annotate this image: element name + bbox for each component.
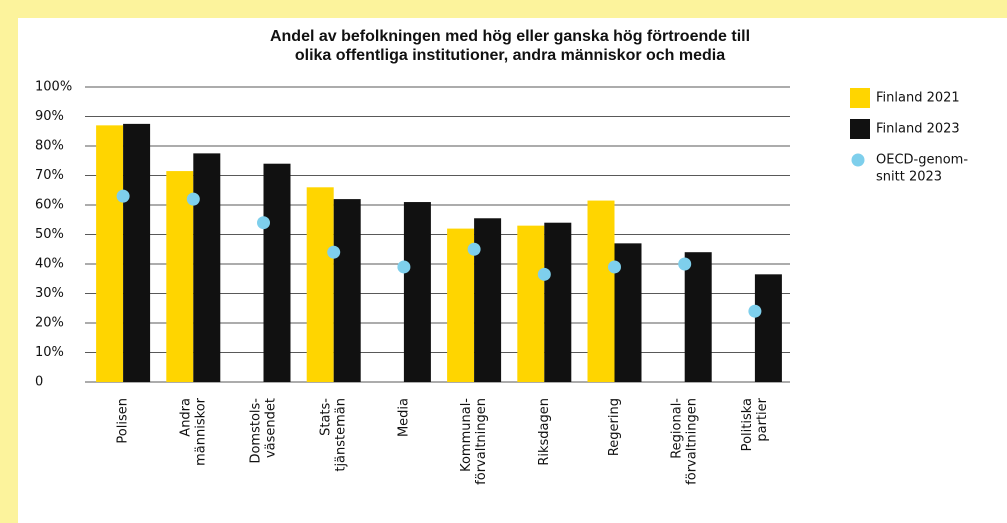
dot bbox=[678, 257, 692, 271]
bar bbox=[403, 202, 431, 382]
y-tick-label: 50% bbox=[35, 227, 64, 242]
bar bbox=[447, 228, 475, 382]
dot bbox=[608, 260, 621, 274]
dot bbox=[116, 189, 130, 203]
dot bbox=[327, 245, 341, 259]
dot bbox=[186, 192, 200, 206]
bar bbox=[306, 187, 334, 382]
dot bbox=[397, 260, 411, 274]
chart-title: Andel av befolkningen med hög eller gans… bbox=[270, 28, 750, 45]
legend-swatch bbox=[850, 119, 870, 139]
x-tick-label: Polisen bbox=[116, 398, 131, 444]
y-tick-label: 100% bbox=[35, 80, 72, 95]
y-tick-label: 30% bbox=[35, 286, 64, 301]
bar bbox=[96, 125, 124, 382]
bar bbox=[684, 252, 712, 382]
bar bbox=[544, 222, 572, 382]
legend-label: snitt 2023 bbox=[876, 170, 942, 185]
legend-swatch bbox=[850, 88, 870, 108]
bar bbox=[517, 225, 545, 382]
bar bbox=[166, 171, 194, 382]
bar bbox=[263, 163, 291, 382]
bar bbox=[754, 274, 782, 382]
y-tick-label: 80% bbox=[35, 139, 64, 154]
y-tick-label: 60% bbox=[35, 198, 64, 213]
x-tick-label: partier bbox=[755, 397, 770, 441]
y-tick-label: 90% bbox=[35, 109, 64, 124]
legend-label: Finland 2021 bbox=[876, 91, 960, 106]
x-tick-label: tjänstemän bbox=[334, 398, 349, 472]
x-tick-label: Riksdagen bbox=[537, 398, 552, 466]
bar bbox=[193, 153, 221, 382]
y-tick-label: 70% bbox=[35, 168, 64, 183]
bar bbox=[333, 199, 361, 382]
y-tick-label: 20% bbox=[35, 316, 64, 331]
chart-title: olika offentliga institutioner, andra mä… bbox=[295, 47, 725, 64]
dot bbox=[257, 216, 270, 230]
x-tick-label: Andra bbox=[178, 398, 193, 437]
dot bbox=[537, 267, 551, 281]
bar bbox=[587, 200, 615, 382]
y-tick-label: 0 bbox=[35, 375, 43, 390]
x-tick-label: förvaltningen bbox=[685, 398, 700, 485]
y-tick-label: 10% bbox=[35, 345, 64, 360]
legend-swatch bbox=[851, 153, 865, 167]
x-tick-label: Politiska bbox=[740, 398, 755, 451]
x-tick-label: Regering bbox=[607, 398, 622, 456]
dot bbox=[467, 242, 481, 256]
x-tick-label: människor bbox=[193, 397, 208, 466]
x-tick-label: förvaltningen bbox=[474, 398, 489, 485]
x-tick-label: Media bbox=[396, 398, 411, 437]
legend-label: OECD-genom- bbox=[876, 153, 968, 168]
x-tick-label: Kommunal- bbox=[459, 398, 474, 472]
bar bbox=[123, 123, 151, 382]
bar bbox=[474, 218, 502, 382]
legend-label: Finland 2023 bbox=[876, 122, 960, 137]
dot bbox=[748, 304, 762, 318]
x-tick-label: väsendet bbox=[264, 398, 279, 458]
x-tick-label: Regional- bbox=[670, 398, 685, 459]
x-tick-label: Stats- bbox=[319, 398, 334, 436]
y-tick-label: 40% bbox=[35, 257, 64, 272]
x-tick-label: Domstols- bbox=[249, 398, 264, 464]
